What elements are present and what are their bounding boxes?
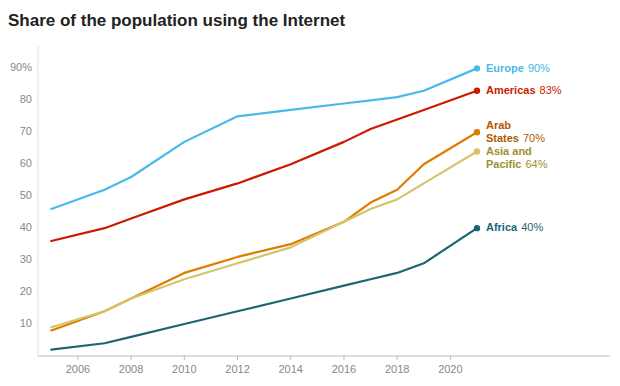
x-tick-label: 2012: [225, 363, 249, 375]
x-tick: [77, 356, 78, 360]
x-tick: [131, 356, 132, 360]
y-tick-label: 90%: [10, 61, 32, 73]
end-label: Americas: [486, 84, 536, 96]
end-label: Europe: [486, 62, 524, 74]
end-value-label: 64%: [525, 158, 547, 170]
x-tick-label: 2010: [172, 363, 196, 375]
x-tick: [343, 356, 344, 360]
y-tick-label: 30: [20, 253, 32, 265]
series-line: [51, 132, 477, 330]
y-tick-label: 50: [20, 189, 32, 201]
y-axis-line: [38, 46, 39, 356]
y-tick-label: 40: [20, 221, 32, 233]
x-tick-label: 2016: [332, 363, 356, 375]
chart: Share of the population using the Intern…: [0, 0, 620, 386]
x-tick-label: 2006: [66, 363, 90, 375]
x-tick-label: 2018: [385, 363, 409, 375]
y-tick-label: 70: [20, 125, 32, 137]
end-dot: [474, 65, 480, 71]
x-tick: [184, 356, 185, 360]
y-tick-label: 60: [20, 157, 32, 169]
x-tick: [290, 356, 291, 360]
y-tick-label: 80: [20, 93, 32, 105]
y-tick-label: 10: [20, 317, 32, 329]
end-value-label: 70%: [523, 132, 545, 144]
end-dot: [474, 88, 480, 94]
x-tick: [450, 356, 451, 360]
end-dot: [474, 129, 480, 135]
x-tick-label: 2008: [119, 363, 143, 375]
end-value-label: 90%: [528, 62, 550, 74]
x-tick: [237, 356, 238, 360]
end-value-label: 83%: [540, 84, 562, 96]
end-label: ArabStates: [486, 119, 519, 144]
series-line: [51, 151, 477, 327]
end-value-label: 40%: [521, 221, 543, 233]
series-line: [51, 68, 477, 209]
y-tick-label: 20: [20, 285, 32, 297]
plot-area: [51, 65, 480, 349]
series-line: [51, 228, 477, 349]
end-dot: [474, 225, 480, 231]
x-tick-label: 2014: [279, 363, 303, 375]
end-label: Africa: [486, 221, 518, 233]
series-line: [51, 91, 477, 241]
end-dot: [474, 148, 480, 154]
x-tick-label: 2020: [438, 363, 462, 375]
title: Share of the population using the Intern…: [8, 11, 346, 30]
x-tick: [397, 356, 398, 360]
x-axis-line: [38, 356, 610, 357]
